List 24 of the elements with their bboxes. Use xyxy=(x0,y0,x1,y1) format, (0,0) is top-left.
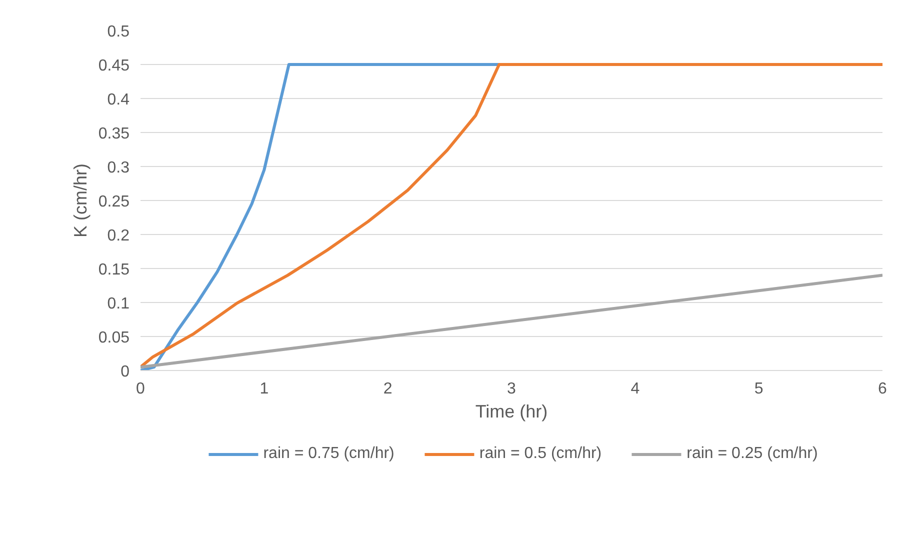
x-tick-label: 6 xyxy=(878,380,888,398)
line-series xyxy=(140,63,501,370)
x-tick-label: 2 xyxy=(383,380,392,398)
y-tick-label: 0.15 xyxy=(98,262,130,278)
y-tick-label: 0.3 xyxy=(107,160,130,176)
legend-label: rain = 0.25 (cm/hr) xyxy=(686,445,818,463)
x-tick-label: 1 xyxy=(260,380,269,398)
y-tick-label: 0 xyxy=(120,364,130,380)
x-tick-label: 0 xyxy=(136,380,146,398)
y-tick-label: 0.5 xyxy=(107,24,130,40)
y-tick-label: 0.35 xyxy=(98,126,130,142)
x-tick-label: 5 xyxy=(754,380,764,398)
y-tick-label: 0.2 xyxy=(107,228,130,244)
legend-label: rain = 0.75 (cm/hr) xyxy=(263,445,394,463)
x-tick-label: 4 xyxy=(630,380,640,398)
y-axis-title: K (cm/hr) xyxy=(70,164,90,238)
y-tick-label: 0.1 xyxy=(107,296,130,312)
y-tick-label: 0.25 xyxy=(98,194,130,210)
x-tick-label: 3 xyxy=(507,380,516,398)
legend-label: rain = 0.5 (cm/hr) xyxy=(479,445,602,463)
y-tick-label: 0.4 xyxy=(107,92,130,108)
y-tick-label: 0.05 xyxy=(98,330,130,346)
y-tick-label: 0.45 xyxy=(98,58,130,74)
x-axis-title: Time (hr) xyxy=(475,402,548,422)
